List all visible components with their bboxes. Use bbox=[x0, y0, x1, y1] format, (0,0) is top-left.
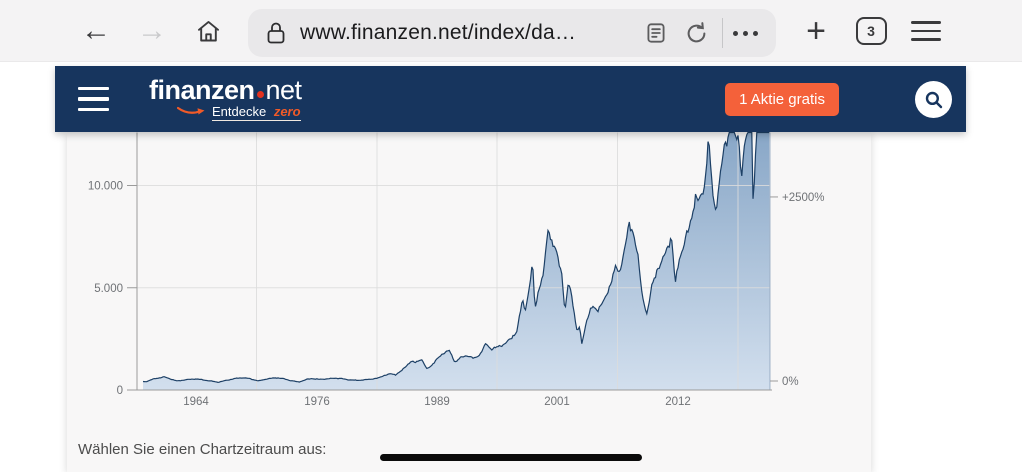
svg-text:2012: 2012 bbox=[665, 396, 691, 408]
logo-tagline: Entdecke zero bbox=[176, 104, 302, 122]
lock-icon bbox=[264, 20, 288, 46]
browser-toolbar: ← → www.finanzen.net/index/da… bbox=[0, 0, 1022, 62]
site-menu-button[interactable] bbox=[78, 87, 109, 111]
tab-counter-button[interactable]: 3 bbox=[853, 0, 889, 62]
forward-button[interactable]: → bbox=[134, 0, 170, 62]
url-bar[interactable]: www.finanzen.net/index/da… bbox=[248, 9, 776, 57]
svg-text:0%: 0% bbox=[782, 376, 799, 388]
search-button[interactable] bbox=[915, 81, 952, 118]
site-header: finanzen net Entdecke zero 1 Aktie gratis bbox=[55, 66, 966, 132]
svg-text:1964: 1964 bbox=[183, 396, 209, 408]
svg-text:5.000: 5.000 bbox=[94, 283, 123, 295]
search-icon bbox=[924, 90, 944, 110]
svg-text:+2500%: +2500% bbox=[782, 192, 825, 204]
logo-wordmark: finanzen net bbox=[149, 74, 302, 105]
finanzen-logo[interactable]: finanzen net Entdecke zero bbox=[149, 74, 302, 122]
logo-dot bbox=[256, 90, 264, 98]
svg-text:2001: 2001 bbox=[544, 396, 570, 408]
home-icon bbox=[195, 18, 222, 45]
swoosh-arrow-icon bbox=[176, 104, 207, 122]
performance-chart[interactable]: 10.000 5.000 0 +2500% 0% 1964 1976 1989 2001 2012 bbox=[67, 132, 871, 410]
chart-card: 10.000 5.000 0 +2500% 0% 1964 1976 1989 2001 2012… bbox=[67, 132, 871, 472]
tagline-prefix: Entdecke bbox=[212, 104, 267, 119]
more-options-button[interactable] bbox=[733, 30, 758, 36]
svg-text:0: 0 bbox=[117, 385, 123, 397]
tab-count-badge: 3 bbox=[855, 17, 887, 45]
toolbar-divider bbox=[722, 18, 723, 48]
refresh-button[interactable] bbox=[683, 20, 710, 47]
svg-text:1976: 1976 bbox=[304, 396, 330, 408]
forward-arrow-icon: → bbox=[137, 14, 167, 47]
plus-icon: + bbox=[806, 11, 826, 50]
back-button[interactable]: ← bbox=[78, 0, 114, 62]
reader-mode-button[interactable] bbox=[643, 20, 669, 46]
hamburger-icon bbox=[911, 21, 941, 41]
free-share-cta-button[interactable]: 1 Aktie gratis bbox=[725, 83, 839, 116]
ellipsis-icon bbox=[733, 30, 758, 36]
tagline-brand: zero bbox=[273, 104, 301, 119]
chart-period-caption: Wählen Sie einen Chartzeitraum aus: bbox=[78, 441, 327, 458]
svg-text:10.000: 10.000 bbox=[88, 181, 123, 193]
svg-text:1989: 1989 bbox=[424, 396, 450, 408]
back-arrow-icon: ← bbox=[81, 14, 111, 47]
browser-menu-button[interactable] bbox=[908, 0, 944, 62]
url-text: www.finanzen.net/index/da… bbox=[300, 21, 577, 44]
new-tab-button[interactable]: + bbox=[799, 0, 833, 62]
home-button[interactable] bbox=[190, 0, 226, 62]
home-indicator[interactable] bbox=[380, 454, 642, 461]
